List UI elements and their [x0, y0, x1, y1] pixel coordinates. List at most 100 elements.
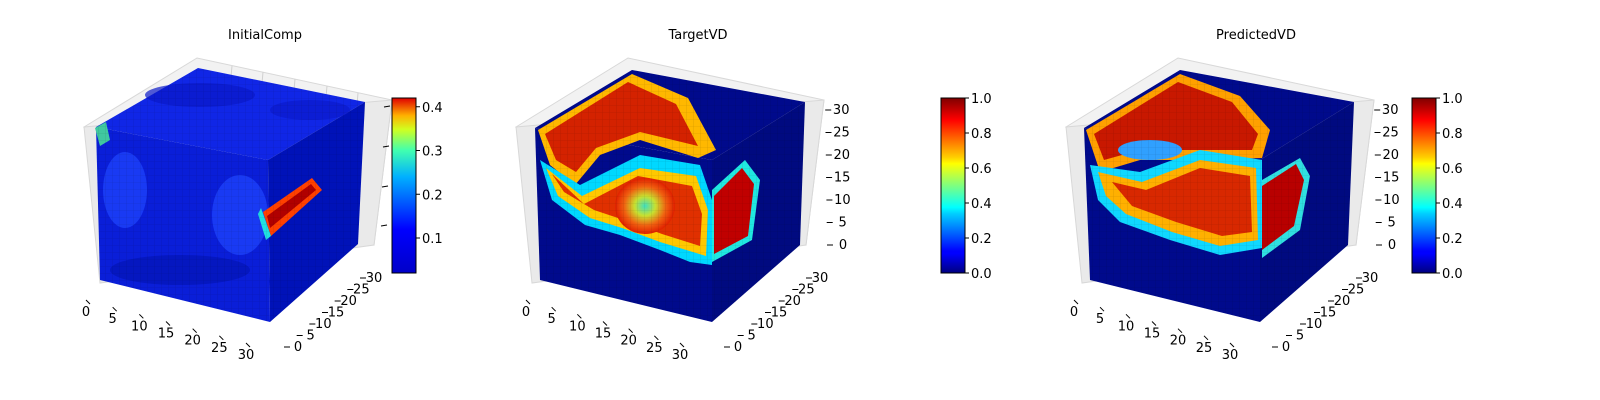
y-tick-label: 25: [353, 283, 370, 298]
x-tick-mark: [1151, 321, 1157, 326]
x-tick-label: 30: [238, 348, 255, 363]
colorbar-tick-label: 0.8: [971, 127, 992, 142]
x-axis-ticks: 0 5 10 15 20 25 30: [1070, 299, 1239, 363]
colorbar-tick-label: 0.4: [1442, 197, 1463, 212]
x-tick-label: 5: [1096, 312, 1104, 327]
z-tick-label: 25: [1382, 126, 1399, 141]
z-tick-label: 15: [834, 171, 851, 186]
colorbar: 0.1 0.2 0.3 0.4: [391, 97, 443, 274]
colorbar-tick-label: 0.6: [1442, 162, 1463, 177]
y-tick-label: 10: [315, 317, 332, 332]
colorbar-tick-label: 0.2: [1442, 232, 1463, 247]
y-tick-label: 0: [1282, 340, 1290, 355]
x-tick-label: 10: [131, 319, 148, 334]
x-tick-label: 15: [158, 327, 175, 342]
y-tick-label: 10: [1306, 317, 1323, 332]
y-tick-label: 10: [757, 317, 774, 332]
y-tick-label: 5: [307, 329, 315, 344]
x-tick-label: 25: [1196, 341, 1213, 356]
y-tick-label: 5: [1296, 329, 1304, 344]
subplot-title: TargetVD: [667, 28, 727, 43]
x-tick-mark: [192, 328, 198, 334]
x-tick-mark: [628, 328, 634, 334]
y-tick-label: 30: [1362, 271, 1379, 286]
y-tick-label: 15: [1320, 306, 1337, 321]
x-tick-label: 10: [569, 319, 586, 334]
x-tick-mark: [218, 335, 224, 341]
voxel-cube: [535, 70, 805, 322]
x-tick-label: 5: [109, 312, 117, 327]
z-tick-label: 5: [839, 216, 847, 231]
colorbar-tick-label: 1.0: [971, 92, 992, 107]
voxel-cube: [1084, 70, 1354, 322]
x-tick-mark: [679, 342, 685, 348]
colorbar-tick-label: 0.2: [422, 188, 443, 203]
x-tick-mark: [165, 321, 171, 326]
colorbar-tick-label: 0.2: [971, 232, 992, 247]
colorbar-tick-label: 1.0: [1442, 92, 1463, 107]
y-tick-label: 0: [294, 340, 302, 355]
subplot-title: PredictedVD: [1216, 28, 1296, 43]
voxel-cube: [95, 68, 365, 322]
x-tick-label: 25: [646, 341, 663, 356]
x-tick-label: 10: [1118, 319, 1135, 334]
subplot-title: InitialComp: [228, 28, 302, 43]
y-tick-label: 0: [734, 340, 742, 355]
colorbar-tick-label: 0.8: [1442, 127, 1463, 142]
z-tick-label: 25: [833, 126, 850, 141]
y-tick-label: 25: [798, 283, 815, 298]
x-tick-label: 15: [1144, 327, 1161, 342]
x-tick-label: 0: [1070, 305, 1078, 320]
colorbar: 0.0 0.2 0.4 0.6 0.8 1.0: [940, 92, 992, 282]
colorbar-gradient: [940, 97, 966, 274]
z-axis-ticks: 0 5 10 15 20 25 30: [825, 103, 851, 253]
colorbar-tick-label: 0.0: [1442, 267, 1463, 282]
x-tick-label: 5: [548, 312, 556, 327]
x-tick-label: 20: [184, 334, 201, 349]
x-tick-label: 20: [620, 334, 637, 349]
x-tick-mark: [1073, 299, 1079, 305]
colorbar: 0.0 0.2 0.4 0.6 0.8 1.0: [1411, 92, 1463, 282]
y-tick-label: 20: [784, 294, 801, 309]
x-tick-mark: [85, 299, 91, 305]
z-tick-label: 30: [1382, 103, 1399, 118]
x-tick-label: 0: [522, 305, 530, 320]
y-tick-label: 30: [366, 271, 383, 286]
z-tick-label: 20: [1383, 148, 1400, 163]
colorbar-tick-label: 0.0: [971, 267, 992, 282]
z-tick-label: 20: [834, 148, 851, 163]
z-tick-label: 30: [833, 103, 850, 118]
x-tick-mark: [1203, 335, 1209, 341]
y-tick-label: 5: [748, 329, 756, 344]
x-tick-label: 30: [672, 348, 689, 363]
x-tick-mark: [576, 313, 582, 319]
x-tick-mark: [1229, 342, 1235, 348]
subplot-initialcomp: InitialComp 0 5 10: [82, 28, 443, 363]
z-tick-label: 10: [1383, 193, 1400, 208]
x-axis-ticks: 0 5 10 15 20 25 30: [82, 299, 255, 363]
y-tick-label: 25: [1348, 283, 1365, 298]
x-tick-label: 30: [1222, 348, 1239, 363]
y-tick-label: 20: [1334, 294, 1351, 309]
z-tick-label: 15: [1383, 171, 1400, 186]
x-tick-mark: [602, 321, 608, 326]
colorbar-tick-label: 0.6: [971, 162, 992, 177]
x-tick-mark: [551, 306, 557, 312]
colorbar-gradient: [1411, 97, 1437, 274]
colorbar-gradient: [391, 97, 417, 274]
y-tick-label: 15: [328, 306, 345, 321]
colorbar-tick-label: 0.4: [422, 101, 443, 116]
y-tick-label: 20: [340, 294, 357, 309]
x-tick-label: 25: [211, 341, 228, 356]
z-tick-label: 10: [834, 193, 851, 208]
z-tick-label: 0: [839, 238, 847, 253]
z-axis-ticks: [380, 105, 391, 227]
colorbar-tick-label: 0.1: [422, 232, 443, 247]
z-tick-label: 0: [1388, 238, 1396, 253]
